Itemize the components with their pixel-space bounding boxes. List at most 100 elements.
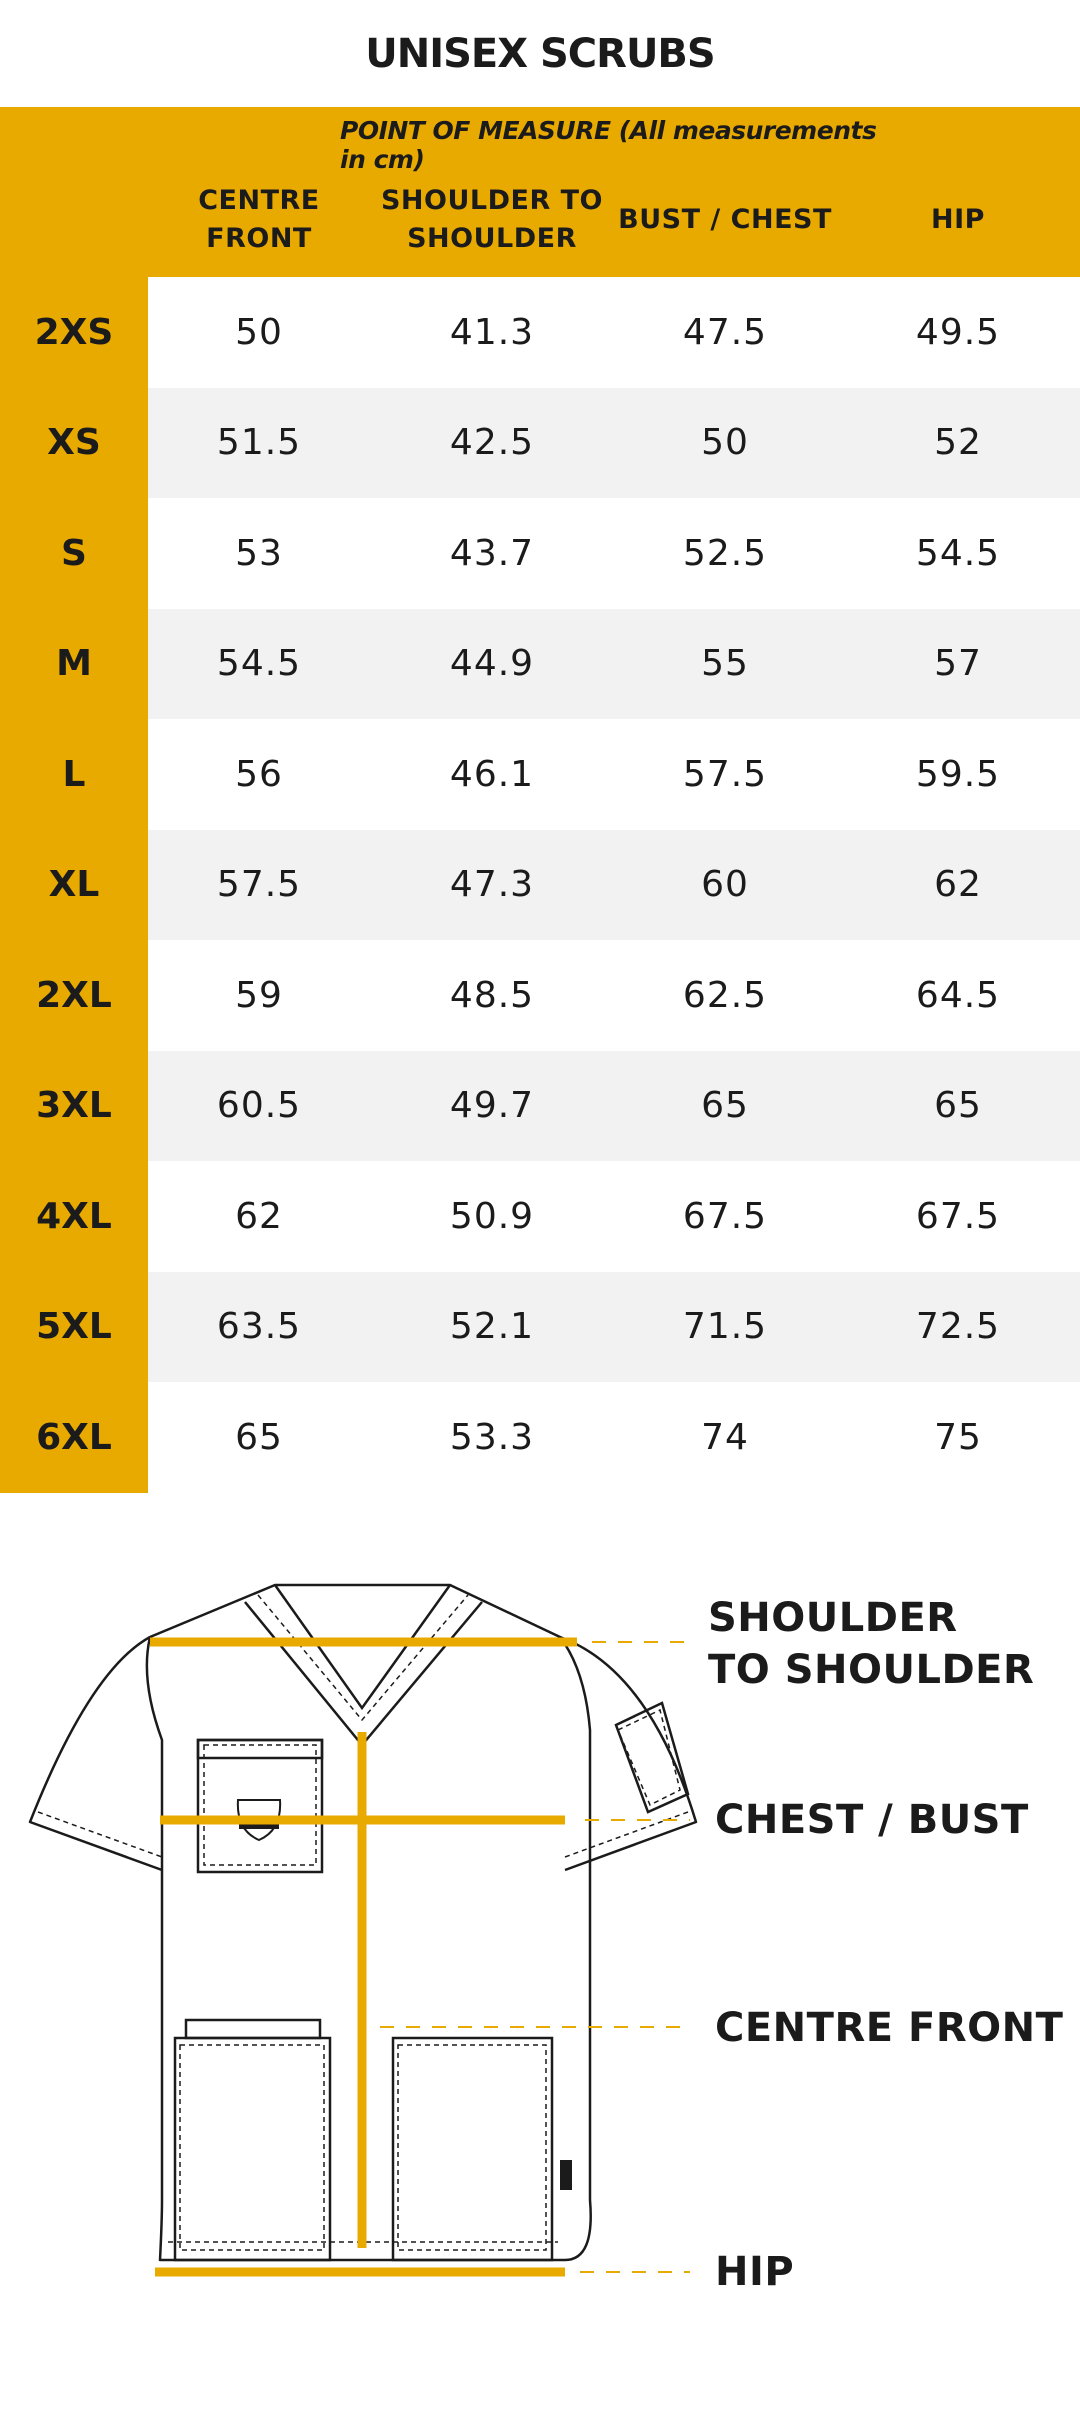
bust-chest-value: 62.5 <box>682 974 768 1016</box>
table-row: XS 51.5 42.5 50 52 <box>0 387 1080 498</box>
table-row: 3XL 60.5 49.7 65 65 <box>0 1050 1080 1161</box>
shoulder-value: 50.9 <box>449 1195 535 1237</box>
shoulder-value: 46.1 <box>449 753 535 795</box>
bust-chest-value: 50 <box>701 422 749 464</box>
hip-value: 54.5 <box>915 532 1001 574</box>
hip-value: 75 <box>934 1416 982 1458</box>
scrub-top-illustration <box>28 1583 698 2277</box>
shoulder-value: 48.5 <box>449 974 535 1016</box>
left-lower-pocket <box>173 2036 332 2262</box>
centre-front-value: 56 <box>235 753 283 795</box>
centre-front-label: CENTRE FRONT <box>715 2005 1064 2051</box>
bust-chest-value: 57.5 <box>682 753 768 795</box>
column-header-line: CENTRE <box>198 185 320 216</box>
centre-front-value: 60.5 <box>216 1085 302 1127</box>
table-row: XL 57.5 47.3 60 62 <box>0 829 1080 940</box>
hip-value: 64.5 <box>915 974 1001 1016</box>
size-label: XL <box>0 829 148 940</box>
left-lower-pocket-stitch <box>179 2044 325 2251</box>
hip-value: 49.5 <box>915 311 1001 353</box>
right-lower-pocket <box>391 2036 554 2262</box>
size-label: 2XL <box>0 940 148 1051</box>
table-row: 6XL 65 53.3 74 75 <box>0 1382 1080 1493</box>
shoulder-value: 42.5 <box>449 422 535 464</box>
hip-value: 67.5 <box>915 1195 1001 1237</box>
size-label: XS <box>0 387 148 498</box>
centre-front-value: 50 <box>235 311 283 353</box>
hip-value: 62 <box>934 864 982 906</box>
bust-chest-value: 52.5 <box>682 532 768 574</box>
hip-value: 65 <box>934 1085 982 1127</box>
centre-front-value: 63.5 <box>216 1306 302 1348</box>
hip-value: 52 <box>934 422 982 464</box>
size-label: 5XL <box>0 1271 148 1382</box>
column-header-centre-front: CENTRE FRONT <box>148 175 370 265</box>
neckline-stitch <box>257 1594 469 1722</box>
centre-front-value: 54.5 <box>216 643 302 685</box>
table-row: 2XS 50 41.3 47.5 49.5 <box>0 277 1080 388</box>
right-sleeve <box>559 1635 698 1872</box>
bust-chest-value: 60 <box>701 864 749 906</box>
shoulder-value: 43.7 <box>449 532 535 574</box>
column-header-line: HIP <box>931 204 985 235</box>
point-of-measure-caption: POINT OF MEASURE (All measurements in cm… <box>340 116 877 174</box>
centre-front-value: 51.5 <box>216 422 302 464</box>
table-row: M 54.5 44.9 55 57 <box>0 608 1080 719</box>
page-title: UNISEX SCRUBS <box>365 30 715 77</box>
column-header-shoulder-to-shoulder: SHOULDER TO SHOULDER <box>370 175 614 265</box>
left-lower-pocket-tab <box>184 2018 322 2040</box>
left-sleeve <box>28 1635 163 1872</box>
bust-chest-value: 47.5 <box>682 311 768 353</box>
table-row: S 53 43.7 52.5 54.5 <box>0 498 1080 609</box>
hip-value: 59.5 <box>915 753 1001 795</box>
hip-label: HIP <box>715 2249 795 2295</box>
size-label: 2XS <box>0 277 148 388</box>
centre-front-value: 59 <box>235 974 283 1016</box>
right-pocket-stitch <box>617 1708 681 1807</box>
right-sleeve-stitch <box>564 1811 689 1858</box>
table-row: 5XL 63.5 52.1 71.5 72.5 <box>0 1271 1080 1382</box>
bust-chest-value: 65 <box>701 1085 749 1127</box>
size-table-body: 2XS 50 41.3 47.5 49.5 XS 51.5 42.5 50 52 S 53 43.7 52… <box>0 277 1080 1493</box>
column-header-line: BUST / CHEST <box>618 204 832 235</box>
column-header-bust-chest: BUST / CHEST <box>614 175 836 265</box>
scrub-outline <box>145 1583 592 2262</box>
bust-chest-value: 55 <box>701 643 749 685</box>
right-sleeve-pocket <box>614 1701 690 1814</box>
table-row: L 56 46.1 57.5 59.5 <box>0 719 1080 830</box>
centre-front-value: 65 <box>235 1416 283 1458</box>
shoulder-value: 47.3 <box>449 864 535 906</box>
size-label: M <box>0 608 148 719</box>
chest-pocket-flap <box>196 1738 324 1760</box>
bust-chest-value: 67.5 <box>682 1195 768 1237</box>
column-header-line: SHOULDER <box>407 223 577 254</box>
chest-pocket-stitch <box>203 1744 317 1866</box>
size-label: 3XL <box>0 1050 148 1161</box>
centre-front-value: 57.5 <box>216 864 302 906</box>
left-sleeve-stitch <box>37 1811 163 1858</box>
table-row: 2XL 59 48.5 62.5 64.5 <box>0 940 1080 1051</box>
size-label: S <box>0 498 148 609</box>
column-header-hip: HIP <box>836 175 1080 265</box>
centre-front-value: 53 <box>235 532 283 574</box>
size-label: 6XL <box>0 1382 148 1493</box>
table-row: 4XL 62 50.9 67.5 67.5 <box>0 1161 1080 1272</box>
hip-value: 72.5 <box>915 1306 1001 1348</box>
size-label: L <box>0 719 148 830</box>
chest-pocket <box>196 1738 324 1874</box>
shoulder-value: 49.7 <box>449 1085 535 1127</box>
shoulder-value: 52.1 <box>449 1306 535 1348</box>
label-line: SHOULDER <box>708 1595 958 1641</box>
right-lower-pocket-stitch <box>397 2044 547 2251</box>
measurement-diagram: SHOULDER TO SHOULDER CHEST / BUST CENTRE… <box>0 1560 1080 2340</box>
size-label: 4XL <box>0 1161 148 1272</box>
shoulder-to-shoulder-label: SHOULDER TO SHOULDER <box>708 1592 1034 1696</box>
neckline <box>273 1584 452 1711</box>
shoulder-value: 53.3 <box>449 1416 535 1458</box>
column-header-line: SHOULDER TO <box>380 185 604 216</box>
chest-bust-label: CHEST / BUST <box>715 1797 1029 1843</box>
table-header: POINT OF MEASURE (All measurements in cm… <box>0 107 1080 277</box>
hem-tag <box>560 2160 572 2190</box>
hip-value: 57 <box>934 643 982 685</box>
neckline-inner <box>244 1601 483 1747</box>
